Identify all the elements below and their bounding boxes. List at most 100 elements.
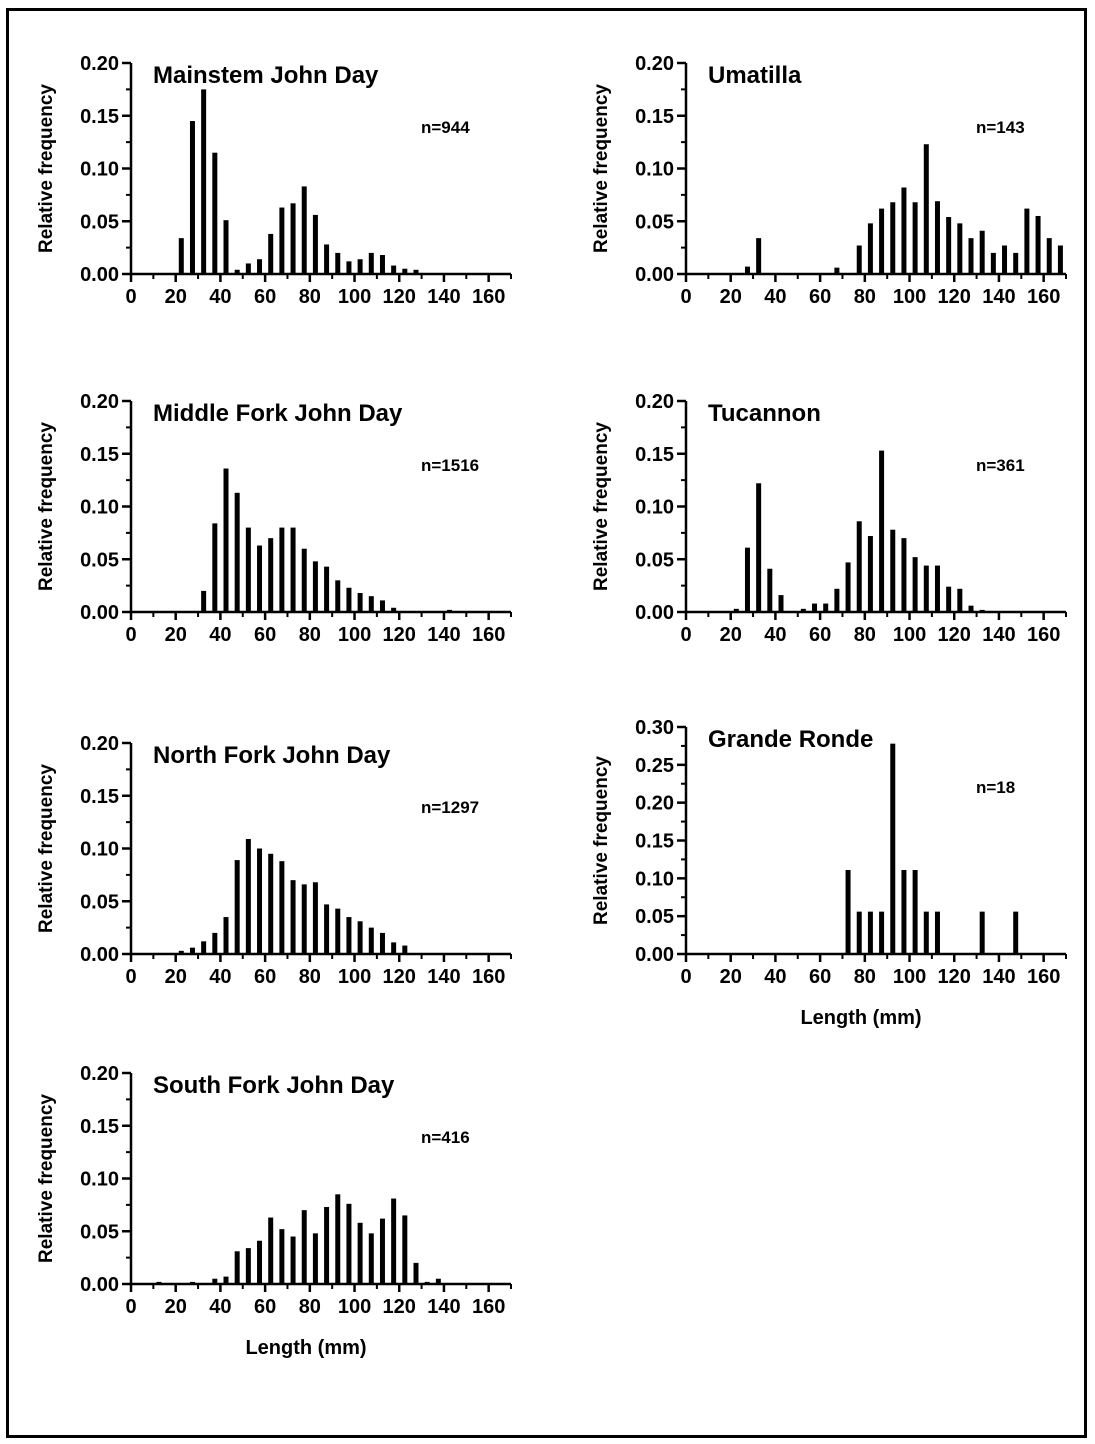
sample-size-label: n=143	[976, 118, 1025, 137]
x-tick-label: 140	[427, 966, 460, 988]
histogram-bar	[379, 1218, 385, 1284]
histogram-bar	[212, 932, 218, 954]
histogram-bar	[189, 121, 195, 275]
x-tick-label: 100	[893, 624, 926, 646]
y-tick-label: 0.00	[635, 602, 674, 624]
sample-size-label: n=416	[421, 1128, 470, 1147]
x-tick-label: 40	[764, 624, 786, 646]
y-tick-label: 0.30	[635, 717, 674, 739]
histogram-bar	[979, 609, 985, 612]
y-axis-label: Relative frequency	[36, 764, 57, 933]
x-tick-label: 140	[982, 624, 1015, 646]
y-tick-label: 0.20	[80, 733, 119, 755]
histogram-bar	[879, 911, 885, 954]
y-tick-label: 0.05	[80, 549, 119, 571]
y-tick-label: 0.20	[635, 391, 674, 413]
x-tick-label: 100	[338, 624, 371, 646]
histogram-bar	[268, 538, 274, 612]
histogram-bar	[257, 1240, 263, 1284]
x-tick-label: 140	[427, 1296, 460, 1318]
plot-area: 0.00 0.05 0.10 0.15 0.20 0 20 40 60 80 100 120 140 16…	[635, 391, 1067, 646]
y-tick-label: 0.00	[80, 1274, 119, 1296]
histogram-bar	[867, 223, 873, 274]
x-tick-label: 0	[125, 624, 136, 646]
histogram-bar	[447, 609, 453, 612]
histogram-bar	[268, 1217, 274, 1284]
y-tick-label: 0.15	[80, 444, 119, 466]
x-tick-label: 140	[427, 286, 460, 308]
histogram-bar	[312, 214, 318, 274]
figure-frame	[6, 8, 1087, 1438]
panel-grande-ronde: 0.00 0.05 0.10 0.15 0.20 0.25 0.30 0 20 40 60 80 100…	[591, 717, 1067, 1029]
histogram-bar	[368, 927, 374, 954]
histogram-bar	[946, 586, 952, 612]
x-tick-label: 40	[764, 286, 786, 308]
x-tick-label: 40	[209, 1296, 231, 1318]
x-tick-label: 160	[472, 1296, 505, 1318]
histogram-bar	[346, 261, 352, 274]
sample-size-label: n=944	[421, 118, 470, 137]
x-tick-label: 100	[893, 966, 926, 988]
x-tick-label: 100	[338, 286, 371, 308]
y-tick-label: 0.20	[80, 53, 119, 75]
histogram-bar	[1024, 208, 1030, 274]
histogram-bar	[778, 595, 784, 612]
histogram-bar	[324, 244, 330, 274]
panel-middle-fork-john-day: 0.00 0.05 0.10 0.15 0.20 0 20 40 60 80 100 120 140 16…	[36, 391, 512, 646]
histogram-bar	[223, 917, 229, 954]
y-tick-label: 0.15	[80, 106, 119, 128]
histogram-bar	[402, 945, 408, 954]
x-tick-label: 60	[809, 624, 831, 646]
x-tick-label: 80	[299, 1296, 321, 1318]
x-tick-label: 40	[209, 624, 231, 646]
x-tick-label: 20	[720, 966, 742, 988]
x-tick-label: 100	[338, 966, 371, 988]
x-tick-label: 0	[125, 286, 136, 308]
histogram-bar	[990, 252, 996, 274]
panel-south-fork-john-day: 0.00 0.05 0.10 0.15 0.20 0 20 40 60 80 100 120 140 16…	[36, 1063, 512, 1359]
histogram-bar	[744, 266, 750, 274]
histogram-bar	[357, 1222, 363, 1284]
histogram-bar	[823, 603, 829, 612]
histogram-bar	[391, 942, 397, 954]
histogram-bar	[156, 1281, 162, 1284]
histogram-bar	[856, 245, 862, 274]
histogram-bar	[245, 263, 251, 274]
panel-tucannon: 0.00 0.05 0.10 0.15 0.20 0 20 40 60 80 100 120 140 16…	[591, 391, 1067, 646]
y-tick-label: 0.10	[80, 159, 119, 181]
histogram-bar	[923, 144, 929, 274]
histogram-bar	[335, 1194, 341, 1284]
histogram-bar	[223, 220, 229, 274]
y-tick-label: 0.00	[635, 944, 674, 966]
x-tick-label: 20	[720, 286, 742, 308]
histogram-bar	[368, 252, 374, 274]
histogram-bar	[357, 593, 363, 612]
histogram-bar	[234, 860, 240, 954]
histogram-bar	[335, 908, 341, 954]
histogram-bar	[1035, 215, 1041, 274]
histogram-bar	[957, 223, 963, 274]
histogram-bar	[834, 588, 840, 612]
y-tick-label: 0.15	[80, 786, 119, 808]
histogram-bar	[413, 1262, 419, 1284]
y-tick-label: 0.10	[635, 159, 674, 181]
histogram-bar	[312, 882, 318, 954]
x-tick-label: 60	[254, 1296, 276, 1318]
histogram-bar	[912, 202, 918, 274]
y-tick-label: 0.00	[635, 264, 674, 286]
y-axis-label: Relative frequency	[36, 84, 57, 253]
histogram-bar	[744, 547, 750, 612]
histogram-bar	[245, 1248, 251, 1284]
histogram-bar	[201, 590, 207, 612]
y-axis-label: Relative frequency	[591, 84, 612, 253]
histogram-bar	[901, 187, 907, 274]
histogram-bar	[879, 208, 885, 274]
histogram-bar	[346, 587, 352, 612]
histogram-bar	[424, 1281, 430, 1284]
histogram-bar	[934, 911, 940, 954]
plot-area: 0.00 0.05 0.10 0.15 0.20 0 20 40 60 80 100 120 140 16…	[80, 391, 512, 646]
x-tick-label: 20	[720, 624, 742, 646]
x-axis-label: Length (mm)	[800, 1007, 921, 1029]
histogram-bar	[379, 600, 385, 612]
x-tick-label: 80	[299, 966, 321, 988]
